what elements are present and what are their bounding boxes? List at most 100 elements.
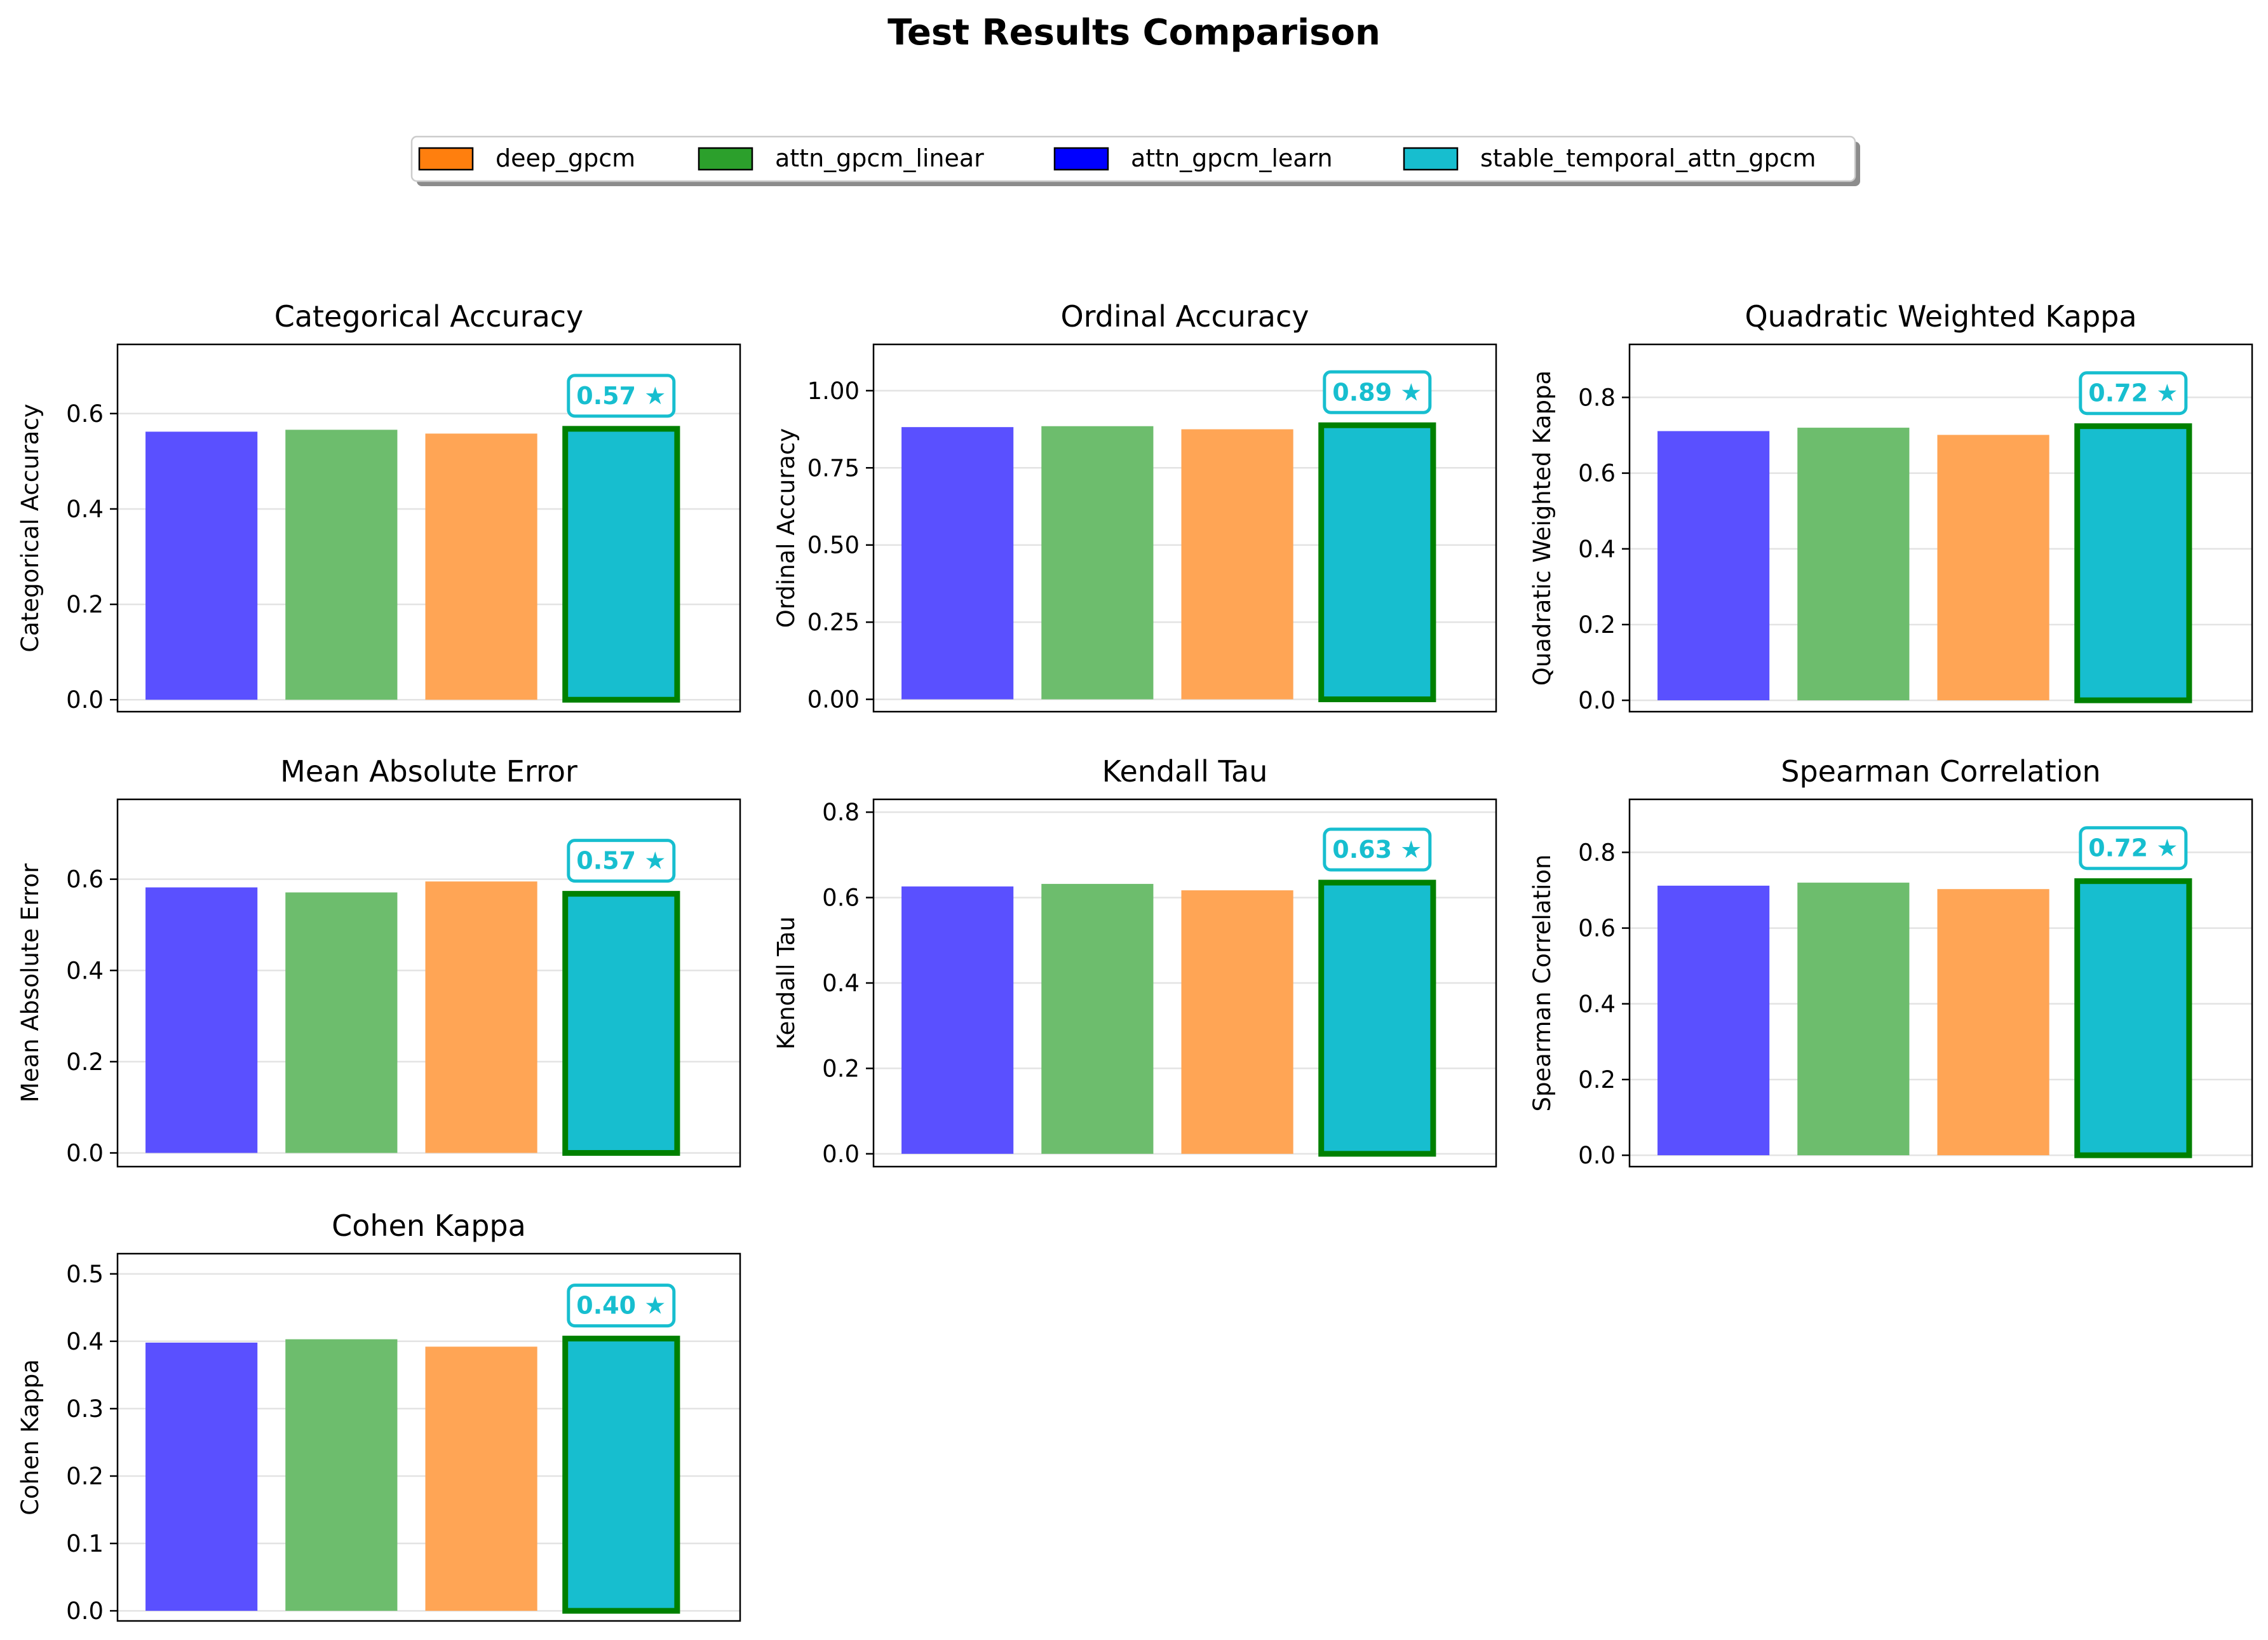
bar (285, 892, 398, 1153)
y-tick-label: 0.8 (822, 799, 860, 826)
y-tick-label: 0.4 (66, 496, 104, 523)
subplot-title: Spearman Correlation (1781, 754, 2100, 789)
legend: deep_gpcm attn_gpcm_linear attn_gpcm_learn… (410, 135, 1860, 186)
y-tick-label: 0.00 (807, 686, 860, 714)
bar (901, 886, 1014, 1154)
legend-swatch (1053, 147, 1109, 171)
subplot-title: Cohen Kappa (332, 1209, 526, 1243)
best-value-label: 0.57 ★ (576, 382, 666, 410)
bar-best (2074, 423, 2192, 703)
subplot: Categorical Accuracy Categorical Accuracy… (17, 299, 741, 714)
best-value-label: 0.63 ★ (1332, 836, 1422, 864)
best-label-box (2079, 371, 2188, 416)
y-tick-label: 0.0 (66, 1597, 104, 1625)
best-label-box (567, 839, 676, 883)
bar (1041, 426, 1154, 700)
axes-frame (872, 343, 1497, 713)
y-tick-label: 0.2 (1578, 611, 1616, 639)
bar (145, 431, 258, 700)
y-tick-label: 0.6 (66, 866, 104, 893)
legend-label: attn_gpcm_linear (775, 144, 984, 172)
best-value-label: 0.72 ★ (2088, 379, 2178, 407)
legend-swatch (418, 147, 474, 171)
best-label-box (2079, 826, 2188, 871)
best-label-box (1323, 370, 1432, 414)
subplot: Spearman Correlation Spearman Correlation… (1529, 754, 2253, 1169)
bar (1181, 890, 1293, 1154)
bar-best (1318, 422, 1436, 703)
y-tick-label: 0.6 (822, 884, 860, 912)
y-axis-label: Spearman Correlation (1529, 855, 1556, 1112)
bar (1797, 428, 1910, 701)
bar-best (562, 891, 680, 1156)
axes-frame (1628, 798, 2253, 1168)
legend-frame (410, 135, 1856, 182)
bar (145, 1342, 258, 1611)
y-tick-label: 0.2 (66, 1463, 104, 1490)
best-value-label: 0.57 ★ (576, 847, 666, 875)
legend-swatch (1403, 147, 1459, 171)
subplot: Kendall Tau Kendall Tau 0.0 0.2 0.4 0.6 0.8 0.6… (773, 754, 1497, 1168)
best-label-box (1323, 827, 1432, 872)
bar (1937, 435, 2049, 701)
y-tick-label: 0.4 (1578, 991, 1616, 1018)
figure-title: Test Results Comparison (888, 12, 1380, 53)
y-tick-label: 0.3 (66, 1395, 104, 1423)
bar (425, 433, 537, 700)
best-label-box (567, 374, 676, 418)
y-tick-label: 0.0 (1578, 687, 1616, 714)
bar (1797, 883, 1910, 1156)
subplot: Ordinal Accuracy Ordinal Accuracy 0.00 0.25… (773, 299, 1497, 714)
y-tick-label: 1.00 (807, 377, 860, 405)
bar (901, 427, 1014, 700)
axes-frame (116, 1252, 741, 1622)
bar (1657, 431, 1770, 701)
axes-frame (872, 798, 1497, 1168)
best-value-label: 0.40 ★ (576, 1292, 666, 1320)
y-tick-label: 0.2 (66, 1048, 104, 1076)
y-axis-label: Kendall Tau (773, 916, 800, 1050)
subplot-title: Quadratic Weighted Kappa (1745, 299, 2136, 334)
y-tick-label: 0.2 (66, 591, 104, 618)
best-label-box (567, 1284, 676, 1328)
y-tick-label: 0.4 (822, 970, 860, 997)
y-tick-label: 0.25 (807, 609, 860, 636)
legend-label: deep_gpcm (496, 144, 635, 172)
bar (1937, 889, 2049, 1156)
legend-label: attn_gpcm_learn (1131, 144, 1333, 172)
bar (1041, 884, 1154, 1154)
bar (425, 881, 537, 1153)
bar (1657, 885, 1770, 1156)
y-tick-label: 0.6 (1578, 460, 1616, 487)
y-tick-label: 0.0 (822, 1141, 860, 1168)
legend-swatch (698, 147, 753, 171)
y-tick-label: 0.6 (1578, 915, 1616, 942)
subplot-title: Categorical Accuracy (274, 299, 584, 334)
axes-frame (1628, 343, 2253, 713)
best-value-label: 0.89 ★ (1332, 378, 1422, 406)
bar (145, 887, 258, 1153)
y-tick-label: 0.8 (1578, 384, 1616, 411)
y-tick-label: 0.2 (822, 1055, 860, 1082)
y-tick-label: 0.0 (66, 686, 104, 714)
subplot: Quadratic Weighted Kappa Quadratic Weight… (1529, 299, 2253, 714)
y-tick-label: 0.4 (66, 957, 104, 984)
subplot: Cohen Kappa Cohen Kappa 0.0 0.1 0.2 0.3 0.4 0.5… (17, 1209, 741, 1625)
subplot-title: Ordinal Accuracy (1060, 299, 1309, 334)
y-tick-label: 0.6 (66, 400, 104, 428)
y-axis-label: Quadratic Weighted Kappa (1529, 370, 1556, 686)
y-tick-label: 0.75 (807, 454, 860, 482)
bar (285, 1339, 398, 1611)
best-value-label: 0.72 ★ (2088, 834, 2178, 862)
legend-label: stable_temporal_attn_gpcm (1480, 144, 1816, 172)
bar-best (562, 426, 680, 703)
y-tick-label: 0.1 (66, 1530, 104, 1557)
bar-best (562, 1336, 680, 1614)
subplot: Mean Absolute Error Mean Absolute Error 0.… (17, 754, 741, 1168)
y-tick-label: 0.50 (807, 532, 860, 559)
bar-best (2074, 878, 2192, 1158)
axes-frame (116, 798, 741, 1168)
y-axis-label: Ordinal Accuracy (773, 428, 800, 628)
subplot-title: Kendall Tau (1102, 754, 1268, 789)
